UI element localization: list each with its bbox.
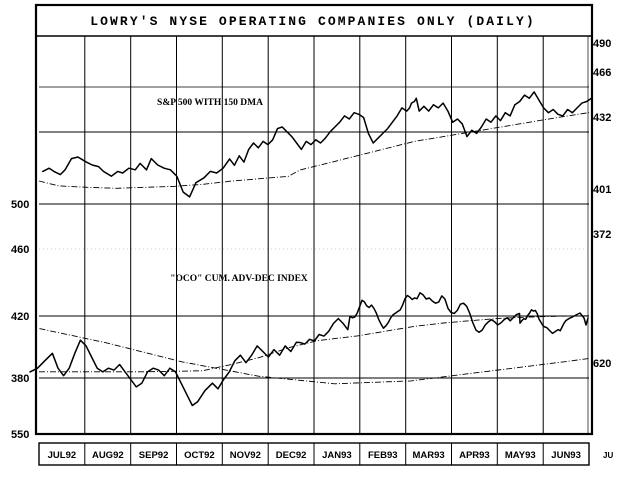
svg-text:432: 432 bbox=[593, 112, 611, 124]
svg-text:MAR93: MAR93 bbox=[412, 450, 444, 461]
svg-text:"OCO" CUM. ADV-DEC INDEX: "OCO" CUM. ADV-DEC INDEX bbox=[170, 274, 308, 284]
svg-text:SEP92: SEP92 bbox=[139, 450, 169, 461]
svg-text:AUG92: AUG92 bbox=[92, 450, 124, 461]
svg-text:550: 550 bbox=[11, 429, 29, 441]
svg-text:500: 500 bbox=[11, 199, 29, 211]
svg-text:490: 490 bbox=[593, 38, 611, 50]
svg-text:APR93: APR93 bbox=[459, 450, 490, 461]
svg-text:JU: JU bbox=[603, 451, 613, 460]
svg-text:JUL92: JUL92 bbox=[48, 450, 77, 461]
svg-text:S&P 500 WITH 150 DMA: S&P 500 WITH 150 DMA bbox=[157, 98, 263, 108]
svg-text:OCT92: OCT92 bbox=[184, 450, 215, 461]
svg-text:401: 401 bbox=[593, 184, 611, 196]
svg-text:JAN93: JAN93 bbox=[322, 450, 352, 461]
svg-text:NOV92: NOV92 bbox=[230, 450, 261, 461]
svg-text:MAY93: MAY93 bbox=[505, 450, 536, 461]
svg-text:380: 380 bbox=[11, 373, 29, 385]
svg-text:466: 466 bbox=[593, 67, 611, 79]
svg-text:DEC92: DEC92 bbox=[276, 450, 307, 461]
svg-text:FEB93: FEB93 bbox=[368, 450, 398, 461]
svg-text:460: 460 bbox=[11, 244, 29, 256]
svg-text:JUN93: JUN93 bbox=[551, 450, 581, 461]
svg-text:LOWRY'S NYSE OPERATING COMPANI: LOWRY'S NYSE OPERATING COMPANIES ONLY (D… bbox=[90, 14, 536, 29]
svg-text:420: 420 bbox=[11, 311, 29, 323]
svg-text:372: 372 bbox=[593, 229, 611, 241]
svg-text:620: 620 bbox=[593, 358, 611, 370]
